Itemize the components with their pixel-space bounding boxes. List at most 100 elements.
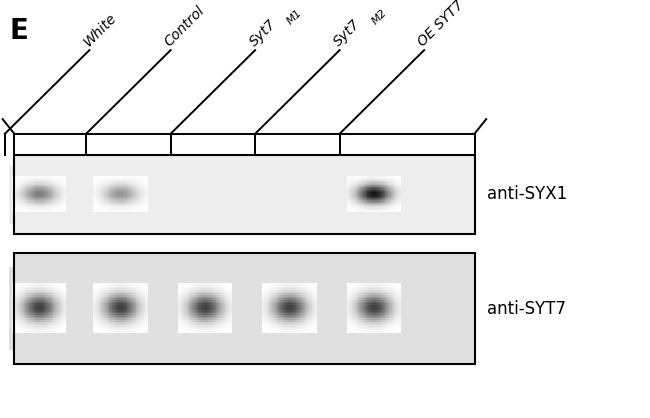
Bar xyxy=(227,301,229,303)
Bar xyxy=(146,293,147,295)
Bar xyxy=(127,192,128,193)
Bar xyxy=(94,206,96,207)
Bar xyxy=(99,305,100,307)
Bar xyxy=(16,316,17,318)
Bar xyxy=(392,186,393,187)
Bar xyxy=(18,305,20,307)
Bar xyxy=(53,306,55,308)
Bar xyxy=(131,178,133,179)
Bar xyxy=(144,196,146,198)
Bar xyxy=(348,189,350,191)
Bar xyxy=(351,318,352,320)
Bar xyxy=(120,298,122,300)
Bar xyxy=(15,182,16,184)
Bar xyxy=(122,192,124,193)
Bar xyxy=(137,308,138,310)
Bar xyxy=(58,198,59,199)
Bar xyxy=(99,200,101,201)
Bar xyxy=(370,290,371,292)
Bar xyxy=(304,313,305,315)
Bar xyxy=(37,206,38,207)
Bar xyxy=(284,285,285,287)
Bar xyxy=(379,331,380,333)
Bar xyxy=(41,201,42,203)
Bar xyxy=(112,310,113,311)
Bar xyxy=(105,306,106,308)
Bar xyxy=(372,298,373,300)
Bar xyxy=(360,184,361,185)
Bar xyxy=(393,181,395,182)
Bar xyxy=(58,311,60,313)
Bar xyxy=(399,311,400,313)
Bar xyxy=(141,196,142,198)
Bar xyxy=(134,295,135,297)
Bar xyxy=(300,315,302,316)
Bar xyxy=(285,290,287,292)
Bar xyxy=(296,306,297,308)
Bar xyxy=(381,325,382,326)
Bar xyxy=(360,305,361,307)
Bar xyxy=(108,192,109,193)
Bar xyxy=(16,321,18,323)
Bar xyxy=(367,330,368,331)
Bar xyxy=(118,301,120,303)
Bar xyxy=(396,205,398,206)
Bar xyxy=(25,192,27,193)
Bar xyxy=(312,315,313,316)
Bar xyxy=(115,305,116,307)
Bar xyxy=(384,179,385,180)
Bar xyxy=(96,191,97,192)
Bar xyxy=(395,181,396,182)
Bar xyxy=(40,311,41,313)
Bar xyxy=(12,182,13,184)
Bar xyxy=(55,180,57,181)
Bar xyxy=(14,296,15,298)
Bar xyxy=(196,316,197,318)
Bar xyxy=(361,330,362,331)
Bar xyxy=(93,331,94,333)
Bar xyxy=(284,303,285,305)
Bar xyxy=(354,315,355,316)
Bar xyxy=(366,192,367,193)
Bar xyxy=(395,179,396,180)
Bar xyxy=(139,203,140,204)
Bar xyxy=(216,300,217,302)
Bar xyxy=(23,318,24,320)
Bar xyxy=(60,295,62,297)
Bar xyxy=(50,186,51,187)
Bar xyxy=(51,179,52,180)
Bar xyxy=(30,305,31,307)
Bar xyxy=(381,196,382,198)
Bar xyxy=(222,301,223,303)
Bar xyxy=(396,192,398,193)
Bar xyxy=(62,296,64,298)
Bar xyxy=(356,203,357,204)
Bar xyxy=(27,201,29,203)
Bar xyxy=(16,179,18,180)
Bar xyxy=(95,178,96,179)
Bar xyxy=(358,194,359,196)
Bar xyxy=(122,181,124,182)
Bar xyxy=(21,196,22,197)
Bar xyxy=(56,180,57,181)
Bar xyxy=(262,308,263,310)
Bar xyxy=(46,300,47,302)
Bar xyxy=(357,199,358,200)
Bar xyxy=(44,201,46,203)
Bar xyxy=(20,326,21,328)
Bar xyxy=(46,189,47,191)
Bar xyxy=(146,316,147,318)
Bar xyxy=(115,328,116,330)
Bar xyxy=(388,326,389,328)
Bar xyxy=(220,293,221,295)
Bar xyxy=(22,187,23,189)
Bar xyxy=(311,298,312,300)
Bar xyxy=(263,313,265,315)
Bar xyxy=(49,199,50,200)
Bar xyxy=(275,290,276,292)
Bar xyxy=(144,180,145,181)
Bar xyxy=(64,207,66,209)
Bar xyxy=(222,315,223,316)
Bar xyxy=(140,193,141,194)
Bar xyxy=(358,305,359,307)
